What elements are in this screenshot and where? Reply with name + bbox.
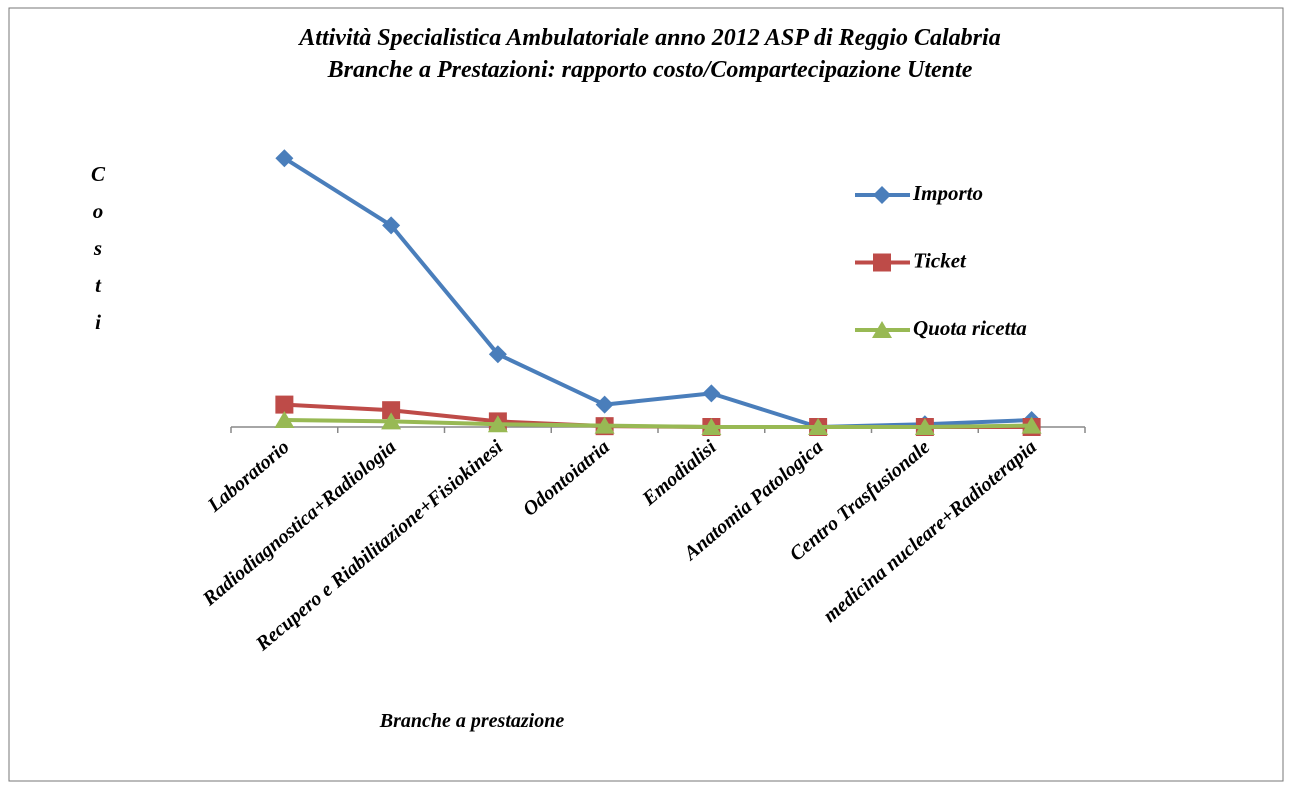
data-point — [701, 418, 722, 435]
data-point — [914, 418, 935, 435]
data-point — [382, 401, 401, 420]
legend-label: Ticket — [913, 248, 967, 272]
legend-marker — [872, 321, 892, 338]
x-axis-label: Branche a prestazione — [379, 710, 565, 732]
data-point — [595, 395, 614, 414]
data-point — [594, 416, 615, 434]
series-line — [284, 418, 1032, 429]
legend-marker — [873, 253, 891, 272]
data-point — [275, 149, 294, 168]
chart-title: Attività Specialistica Ambulatoriale ann… — [297, 25, 1000, 51]
legend-label: Quota ricetta — [913, 316, 1027, 340]
data-point — [275, 395, 294, 414]
legend-label: Importo — [912, 181, 983, 205]
chart-border — [8, 7, 1284, 782]
data-point — [702, 384, 721, 403]
chart-subtitle: Branche a Prestazioni: rapporto costo/Co… — [327, 57, 973, 83]
data-point — [488, 345, 507, 364]
data-point — [808, 418, 829, 435]
data-point — [381, 412, 402, 430]
legend-marker — [873, 186, 891, 204]
data-point — [274, 411, 295, 428]
data-point — [487, 415, 508, 433]
data-point — [382, 216, 401, 235]
data-point — [1021, 416, 1042, 434]
y-axis-label: Costi — [86, 162, 110, 347]
series-line — [283, 156, 1032, 429]
